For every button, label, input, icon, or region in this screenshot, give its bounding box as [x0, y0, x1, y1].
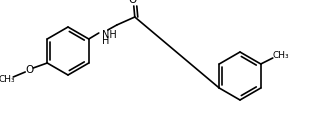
Text: H: H	[102, 36, 109, 46]
Text: CH₃: CH₃	[272, 51, 289, 60]
Text: O: O	[25, 65, 33, 75]
Text: CH₃: CH₃	[0, 74, 16, 83]
Text: O: O	[129, 0, 137, 5]
Text: NH: NH	[102, 30, 117, 40]
